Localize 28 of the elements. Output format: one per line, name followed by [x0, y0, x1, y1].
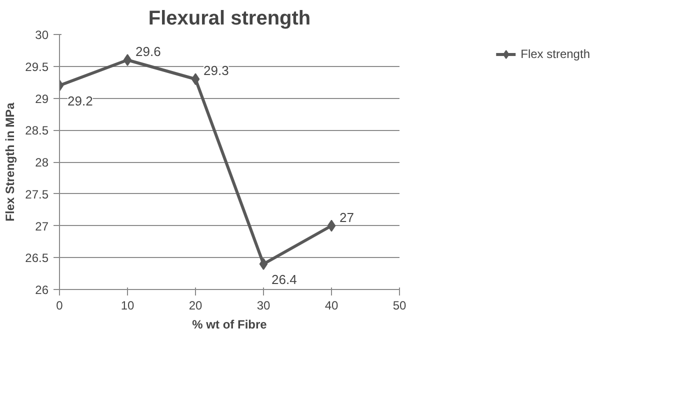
y-tick-label: 28.5 [25, 124, 49, 138]
data-label: 26.4 [272, 272, 297, 287]
point [327, 220, 336, 232]
point [191, 73, 200, 86]
x-tick-label: 50 [392, 298, 406, 312]
y-tick-label: 29 [35, 92, 49, 106]
point [123, 54, 132, 66]
x-tick-label: 10 [120, 298, 134, 312]
legend-label: Flex strength [520, 47, 590, 61]
data-label: 29.2 [68, 94, 93, 108]
data-label: 29.3 [204, 63, 229, 78]
x-tick-label: 30 [256, 298, 270, 312]
x-axis-title: % wt of Fibre [192, 318, 268, 332]
point [259, 258, 268, 270]
y-tick-label: 27 [35, 219, 49, 234]
y-axis-title: Flex Strength in MPa [3, 102, 18, 222]
y-tick-label: 30 [35, 28, 49, 42]
y-tick-label: 29.5 [25, 60, 49, 74]
x-tick-label: 0 [56, 298, 64, 312]
x-tick-label: 20 [188, 298, 202, 312]
chart-title: Flexural strength [148, 8, 311, 30]
x-tick-label: 40 [324, 298, 338, 312]
y-tick-label: 28 [35, 156, 49, 170]
data-label: 29.6 [136, 44, 161, 59]
data-label: 27 [340, 210, 354, 225]
y-tick-label: 26.5 [25, 251, 49, 266]
y-tick-label: 26 [35, 283, 49, 297]
y-tick-label: 27.5 [25, 187, 49, 202]
